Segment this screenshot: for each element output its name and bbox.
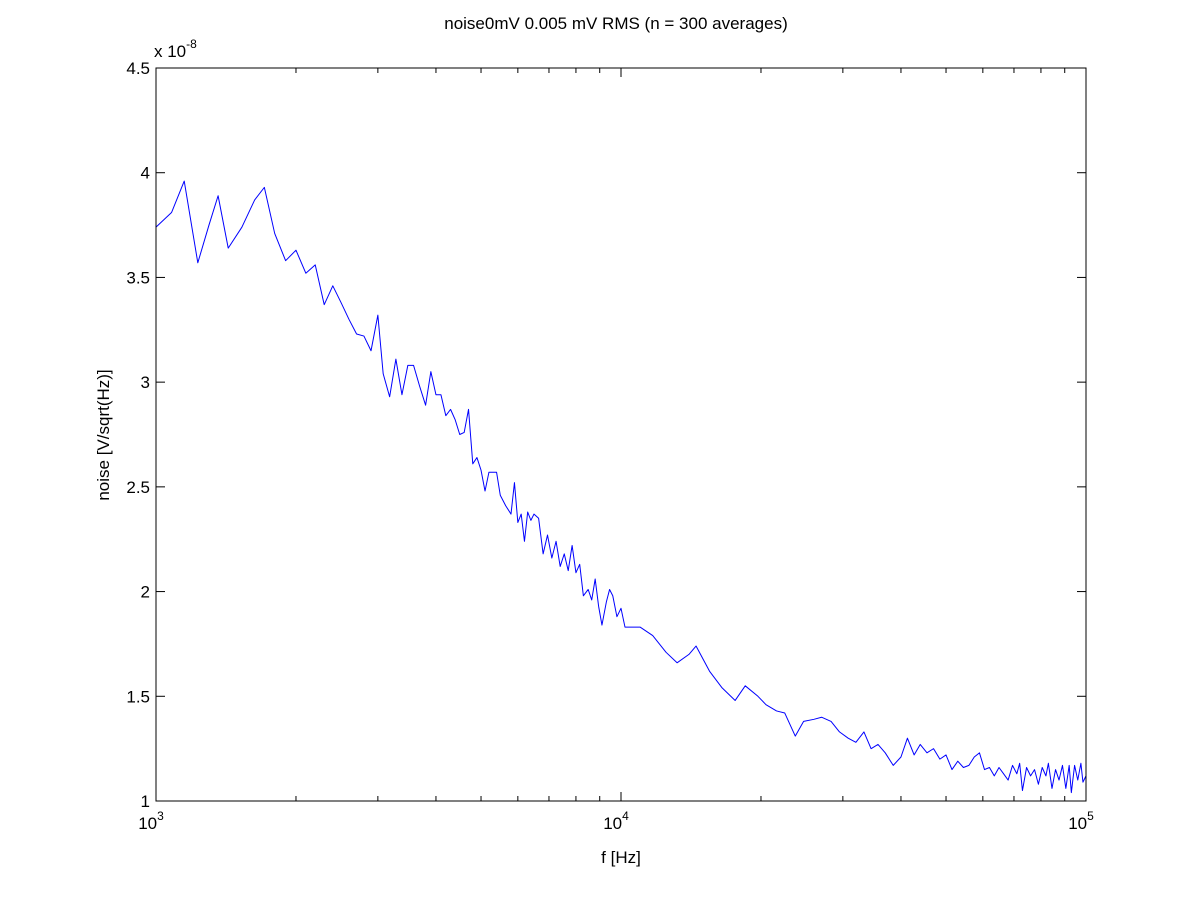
x-tick-label: 103 xyxy=(138,809,164,833)
y-multiplier-label: x 10-8 xyxy=(154,37,197,61)
axes-box xyxy=(155,67,1087,802)
plot-area xyxy=(156,68,1086,801)
y-multiplier-base: x 10 xyxy=(154,42,186,61)
y-tick-label: 1 xyxy=(141,792,150,811)
y-tick-label: 2 xyxy=(141,583,150,602)
y-tick-label: 3 xyxy=(141,373,150,392)
x-tick-label-exponent: 5 xyxy=(1087,809,1094,823)
x-tick-label-base: 10 xyxy=(138,814,157,833)
y-tick-label: 4 xyxy=(141,164,150,183)
x-tick-label: 104 xyxy=(603,809,629,833)
y-tick-label: 2.5 xyxy=(126,478,150,497)
noise-series-line xyxy=(155,180,1087,794)
series-layer xyxy=(155,180,1087,794)
y-tick-label: 1.5 xyxy=(126,687,150,706)
x-tick-label-base: 10 xyxy=(1068,814,1087,833)
x-axis-label: f [Hz] xyxy=(601,848,641,867)
x-tick-label-base: 10 xyxy=(603,814,622,833)
y-multiplier-exponent: -8 xyxy=(186,37,197,51)
y-axis-label: noise [V/sqrt(Hz)] xyxy=(94,369,113,500)
chart-title: noise0mV 0.005 mV RMS (n = 300 averages) xyxy=(444,14,787,33)
y-tick-label: 4.5 xyxy=(126,59,150,78)
y-tick-label: 3.5 xyxy=(126,268,150,287)
x-tick-label: 105 xyxy=(1068,809,1094,833)
x-tick-label-exponent: 4 xyxy=(622,809,629,823)
x-tick-label-exponent: 3 xyxy=(157,809,164,823)
